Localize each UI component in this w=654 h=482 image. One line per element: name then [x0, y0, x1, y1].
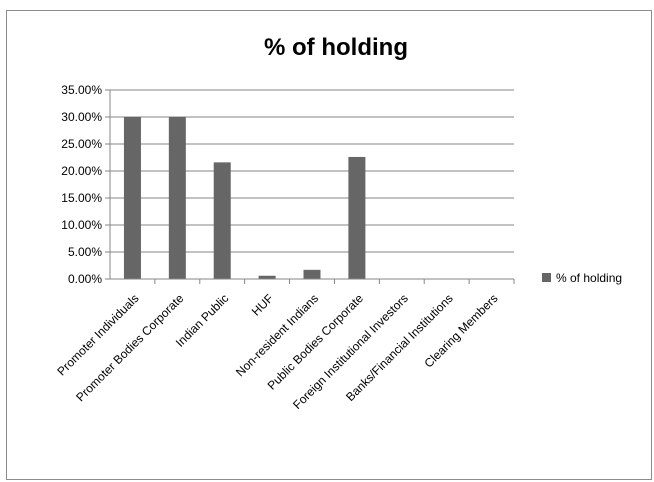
- y-tick-label: 5.00%: [68, 245, 102, 259]
- y-tick-label: 0.00%: [68, 272, 102, 286]
- x-tick-label: HUF: [249, 291, 276, 318]
- bars: [123, 117, 366, 279]
- y-axis-ticks: 0.00% 5.00% 10.00% 15.00% 20.00% 25.00% 30.00%…: [61, 83, 110, 286]
- bar: [168, 117, 186, 279]
- bar-chart: % of holding 0.00% 5.00% 10.00% 15.00% 20.00…: [54, 34, 622, 412]
- legend-label: % of holding: [556, 271, 622, 285]
- y-tick-label: 10.00%: [61, 218, 102, 232]
- y-tick-label: 25.00%: [61, 137, 102, 151]
- legend-swatch: [542, 273, 551, 282]
- chart-title: % of holding: [264, 34, 408, 61]
- bar: [258, 275, 276, 279]
- x-tick-label: Non-resident Indians: [233, 291, 321, 379]
- y-tick-label: 15.00%: [61, 191, 102, 205]
- y-tick-label: 20.00%: [61, 164, 102, 178]
- bar: [123, 117, 141, 279]
- x-tick-label: Promoter Individuals: [54, 291, 141, 378]
- bar: [348, 156, 366, 279]
- bar: [213, 162, 231, 279]
- y-tick-label: 30.00%: [61, 110, 102, 124]
- y-tick-label: 35.00%: [61, 83, 102, 97]
- axes: [109, 90, 515, 284]
- bar: [303, 269, 321, 279]
- chart-frame: % of holding 0.00% 5.00% 10.00% 15.00% 20.00…: [6, 10, 652, 480]
- legend: % of holding: [542, 271, 622, 285]
